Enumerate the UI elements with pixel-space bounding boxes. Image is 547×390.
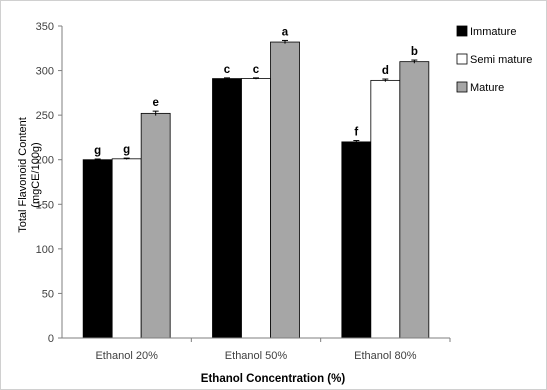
y-tick-label: 50 bbox=[42, 288, 54, 300]
legend-item: Mature bbox=[456, 81, 504, 94]
y-tick-label: 150 bbox=[36, 199, 54, 211]
data-label: c bbox=[253, 64, 260, 76]
bar bbox=[140, 112, 171, 339]
data-label: d bbox=[382, 65, 389, 77]
data-label: g bbox=[94, 145, 101, 157]
bar bbox=[399, 61, 430, 339]
x-tick-label: Ethanol 20% bbox=[95, 350, 158, 362]
bar bbox=[341, 141, 372, 339]
legend: Immature Semi mature Mature bbox=[456, 25, 532, 94]
bar bbox=[241, 78, 271, 339]
x-axis: Ethanol 20% Ethanol 50% Ethanol 80% bbox=[62, 337, 451, 362]
legend-swatch bbox=[456, 53, 468, 65]
data-label: e bbox=[152, 97, 158, 109]
data-label: f bbox=[354, 127, 358, 139]
legend-swatch bbox=[456, 25, 468, 37]
y-tick-label: 350 bbox=[36, 21, 54, 33]
bar bbox=[212, 78, 242, 339]
legend-item: Immature bbox=[456, 25, 516, 38]
legend-label: Immature bbox=[470, 26, 516, 38]
legend-item: Semi mature bbox=[456, 53, 532, 66]
data-label: b bbox=[411, 46, 418, 58]
y-tick-label: 100 bbox=[36, 244, 54, 256]
legend-label: Semi mature bbox=[470, 54, 532, 66]
data-label: c bbox=[224, 64, 231, 76]
y-tick-label: 0 bbox=[48, 333, 54, 345]
data-label: g bbox=[123, 144, 130, 156]
x-tick-label: Ethanol 80% bbox=[354, 350, 417, 362]
x-tick-label: Ethanol 50% bbox=[225, 350, 288, 362]
y-tick-label: 300 bbox=[36, 66, 54, 78]
y-tick-label: 250 bbox=[36, 110, 54, 122]
bar bbox=[370, 79, 401, 339]
y-tick-label: 200 bbox=[36, 155, 54, 167]
data-label: a bbox=[282, 26, 289, 38]
y-axis-title-line-1: Total Flavonoid Content bbox=[17, 117, 29, 233]
legend-label: Mature bbox=[470, 82, 504, 94]
plot-area: g g e c c a f d b bbox=[82, 26, 430, 339]
x-axis-title: Ethanol Concentration (%) bbox=[201, 373, 346, 385]
y-axis-title-line-2: (mgCE/100g) bbox=[30, 142, 42, 207]
legend-swatch bbox=[456, 81, 468, 93]
bar bbox=[82, 159, 113, 339]
bar bbox=[270, 41, 300, 339]
y-axis: 0 50 100 150 200 250 300 350 bbox=[36, 21, 63, 345]
bar bbox=[111, 158, 142, 339]
